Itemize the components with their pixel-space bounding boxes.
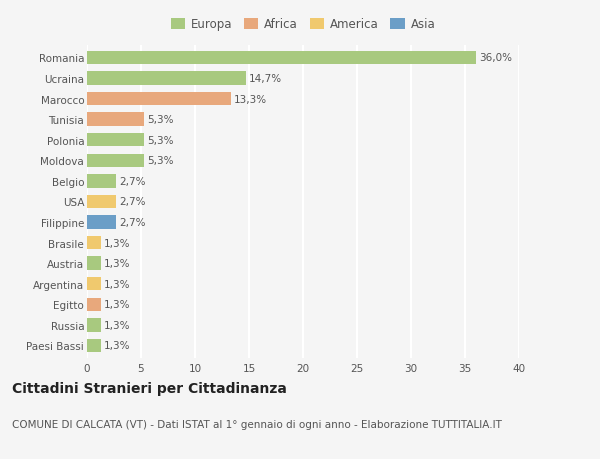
Text: 14,7%: 14,7% — [249, 74, 282, 84]
Text: Cittadini Stranieri per Cittadinanza: Cittadini Stranieri per Cittadinanza — [12, 381, 287, 396]
Text: 1,3%: 1,3% — [104, 300, 131, 310]
Bar — [87, 175, 116, 188]
Text: 5,3%: 5,3% — [148, 135, 174, 146]
Bar — [87, 277, 101, 291]
Text: 1,3%: 1,3% — [104, 279, 131, 289]
Bar — [87, 319, 101, 332]
Bar — [87, 72, 246, 85]
Text: COMUNE DI CALCATA (VT) - Dati ISTAT al 1° gennaio di ogni anno - Elaborazione TU: COMUNE DI CALCATA (VT) - Dati ISTAT al 1… — [12, 419, 502, 429]
Bar — [87, 93, 230, 106]
Bar — [87, 51, 476, 65]
Bar — [87, 113, 144, 127]
Text: 5,3%: 5,3% — [148, 115, 174, 125]
Bar — [87, 134, 144, 147]
Text: 2,7%: 2,7% — [119, 218, 146, 228]
Text: 1,3%: 1,3% — [104, 341, 131, 351]
Text: 5,3%: 5,3% — [148, 156, 174, 166]
Bar — [87, 195, 116, 209]
Bar — [87, 216, 116, 229]
Text: 2,7%: 2,7% — [119, 197, 146, 207]
Text: 1,3%: 1,3% — [104, 238, 131, 248]
Bar — [87, 236, 101, 250]
Text: 1,3%: 1,3% — [104, 258, 131, 269]
Legend: Europa, Africa, America, Asia: Europa, Africa, America, Asia — [169, 16, 437, 34]
Bar — [87, 298, 101, 311]
Bar — [87, 154, 144, 168]
Bar — [87, 339, 101, 353]
Text: 2,7%: 2,7% — [119, 176, 146, 186]
Text: 36,0%: 36,0% — [479, 53, 512, 63]
Text: 1,3%: 1,3% — [104, 320, 131, 330]
Text: 13,3%: 13,3% — [234, 94, 267, 104]
Bar — [87, 257, 101, 270]
